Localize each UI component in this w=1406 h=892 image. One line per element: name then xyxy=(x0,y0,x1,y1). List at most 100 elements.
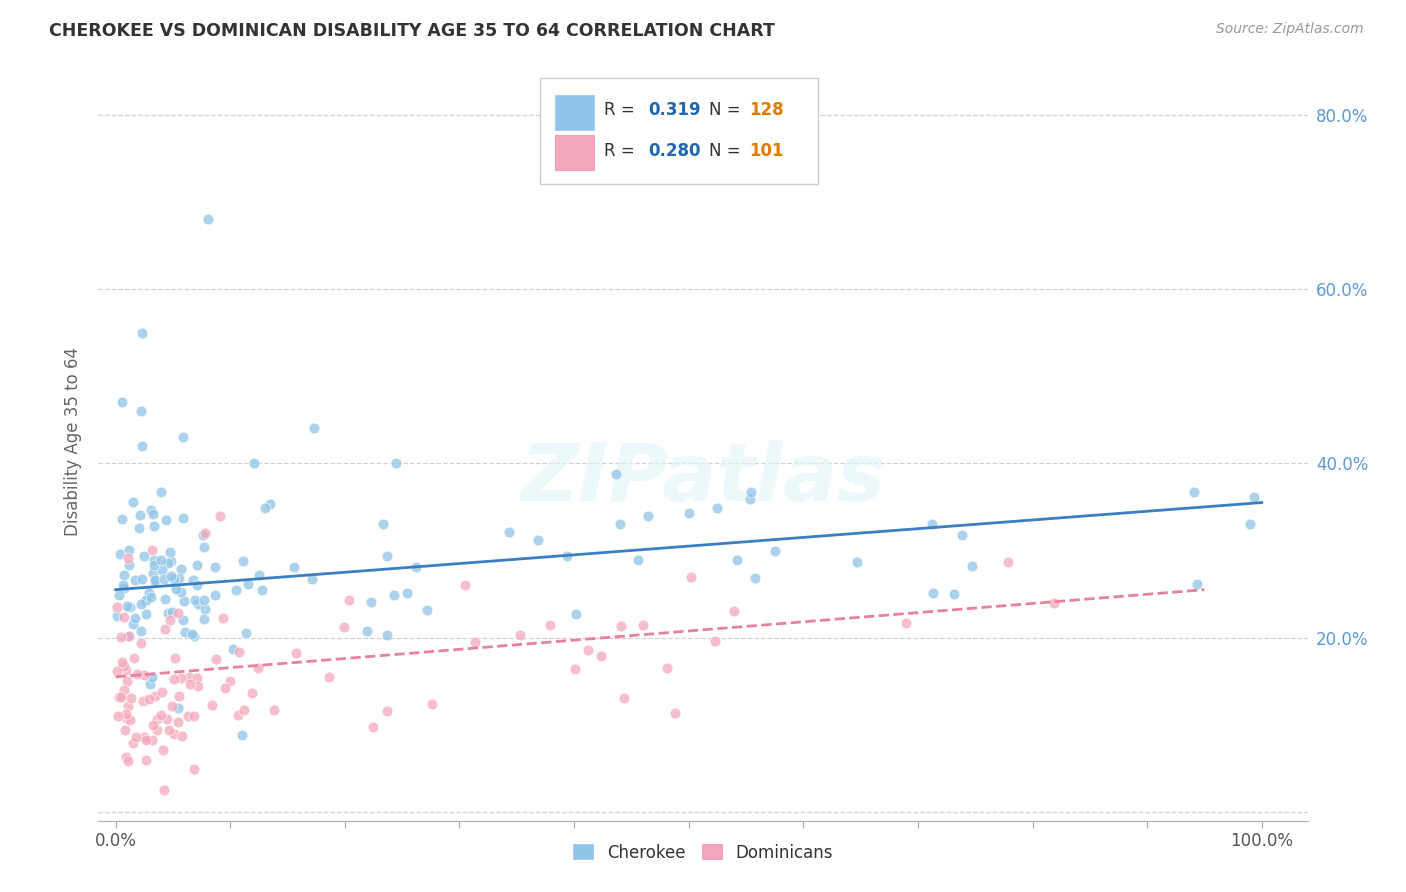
FancyBboxPatch shape xyxy=(555,95,595,130)
Point xyxy=(139,591,162,605)
Point xyxy=(225,582,247,597)
Point xyxy=(114,750,136,764)
Point xyxy=(191,527,214,541)
Point xyxy=(538,617,561,632)
Point xyxy=(232,554,254,568)
Text: R =: R = xyxy=(603,142,640,161)
Point xyxy=(142,553,165,567)
Point xyxy=(375,549,398,563)
Point xyxy=(187,597,209,611)
Point xyxy=(609,516,631,531)
Point xyxy=(204,560,226,574)
Point xyxy=(208,508,231,523)
Point xyxy=(129,636,152,650)
Point xyxy=(179,677,201,691)
Point xyxy=(384,456,406,470)
Point xyxy=(124,730,146,744)
Point xyxy=(138,586,160,600)
Point xyxy=(395,586,418,600)
Point xyxy=(131,572,153,586)
Point xyxy=(142,558,165,572)
Point xyxy=(135,607,157,621)
Y-axis label: Disability Age 35 to 64: Disability Age 35 to 64 xyxy=(65,347,83,536)
Point xyxy=(703,634,725,648)
Point xyxy=(250,583,273,598)
Point xyxy=(283,559,305,574)
Point xyxy=(173,625,195,640)
Text: 128: 128 xyxy=(749,101,783,120)
Point xyxy=(146,712,169,726)
Point xyxy=(243,456,266,470)
Point xyxy=(122,495,145,509)
Point xyxy=(134,549,156,563)
Point xyxy=(950,527,973,541)
Point xyxy=(160,605,183,619)
Point xyxy=(152,563,174,577)
Point xyxy=(115,706,138,721)
Point xyxy=(375,628,398,642)
Point xyxy=(129,597,152,611)
Point xyxy=(145,689,167,703)
Text: CHEROKEE VS DOMINICAN DISABILITY AGE 35 TO 64 CORRELATION CHART: CHEROKEE VS DOMINICAN DISABILITY AGE 35 … xyxy=(49,22,775,40)
Point xyxy=(142,507,165,521)
Point xyxy=(509,628,531,642)
Point xyxy=(235,625,257,640)
Point xyxy=(157,723,180,737)
Point xyxy=(405,559,427,574)
Text: R =: R = xyxy=(603,101,640,120)
Point xyxy=(527,533,550,547)
Point xyxy=(114,581,136,595)
Point xyxy=(382,588,405,602)
Point xyxy=(115,673,138,688)
Point xyxy=(186,558,208,572)
Point xyxy=(153,622,176,636)
Point xyxy=(131,326,153,340)
Point xyxy=(194,602,217,616)
Point xyxy=(422,697,444,711)
Point xyxy=(114,663,136,677)
Point xyxy=(302,421,325,435)
Point xyxy=(263,703,285,717)
Point xyxy=(247,568,270,582)
Point xyxy=(117,551,139,566)
Point xyxy=(107,588,129,602)
Point xyxy=(259,497,281,511)
Text: 0.319: 0.319 xyxy=(648,101,702,120)
Point xyxy=(236,576,259,591)
Point xyxy=(108,547,131,561)
Point xyxy=(141,670,163,684)
Point xyxy=(139,503,162,517)
Text: 0.280: 0.280 xyxy=(648,142,702,161)
Point xyxy=(498,524,520,539)
Point xyxy=(201,698,224,712)
Point xyxy=(186,671,208,685)
Point xyxy=(134,730,156,744)
Point xyxy=(1239,517,1261,532)
Point xyxy=(173,594,195,608)
Point xyxy=(142,566,165,581)
Text: Source: ZipAtlas.com: Source: ZipAtlas.com xyxy=(1216,22,1364,37)
Point xyxy=(681,570,703,584)
Point xyxy=(177,670,200,684)
Text: N =: N = xyxy=(709,142,747,161)
Point xyxy=(107,709,129,723)
Point xyxy=(115,599,138,613)
Point xyxy=(117,699,139,714)
Point xyxy=(183,629,205,643)
Point xyxy=(415,603,437,617)
Point xyxy=(143,574,166,588)
Point xyxy=(156,712,179,726)
Point xyxy=(159,554,181,568)
Point xyxy=(360,595,382,609)
Point xyxy=(894,616,917,631)
Point xyxy=(105,608,128,623)
Point xyxy=(118,558,141,572)
Point xyxy=(706,500,728,515)
Point xyxy=(105,599,128,614)
Point xyxy=(118,542,141,557)
Point xyxy=(124,610,146,624)
Point xyxy=(589,649,612,664)
Point xyxy=(111,577,134,591)
Point xyxy=(107,690,129,704)
Point xyxy=(197,212,219,227)
